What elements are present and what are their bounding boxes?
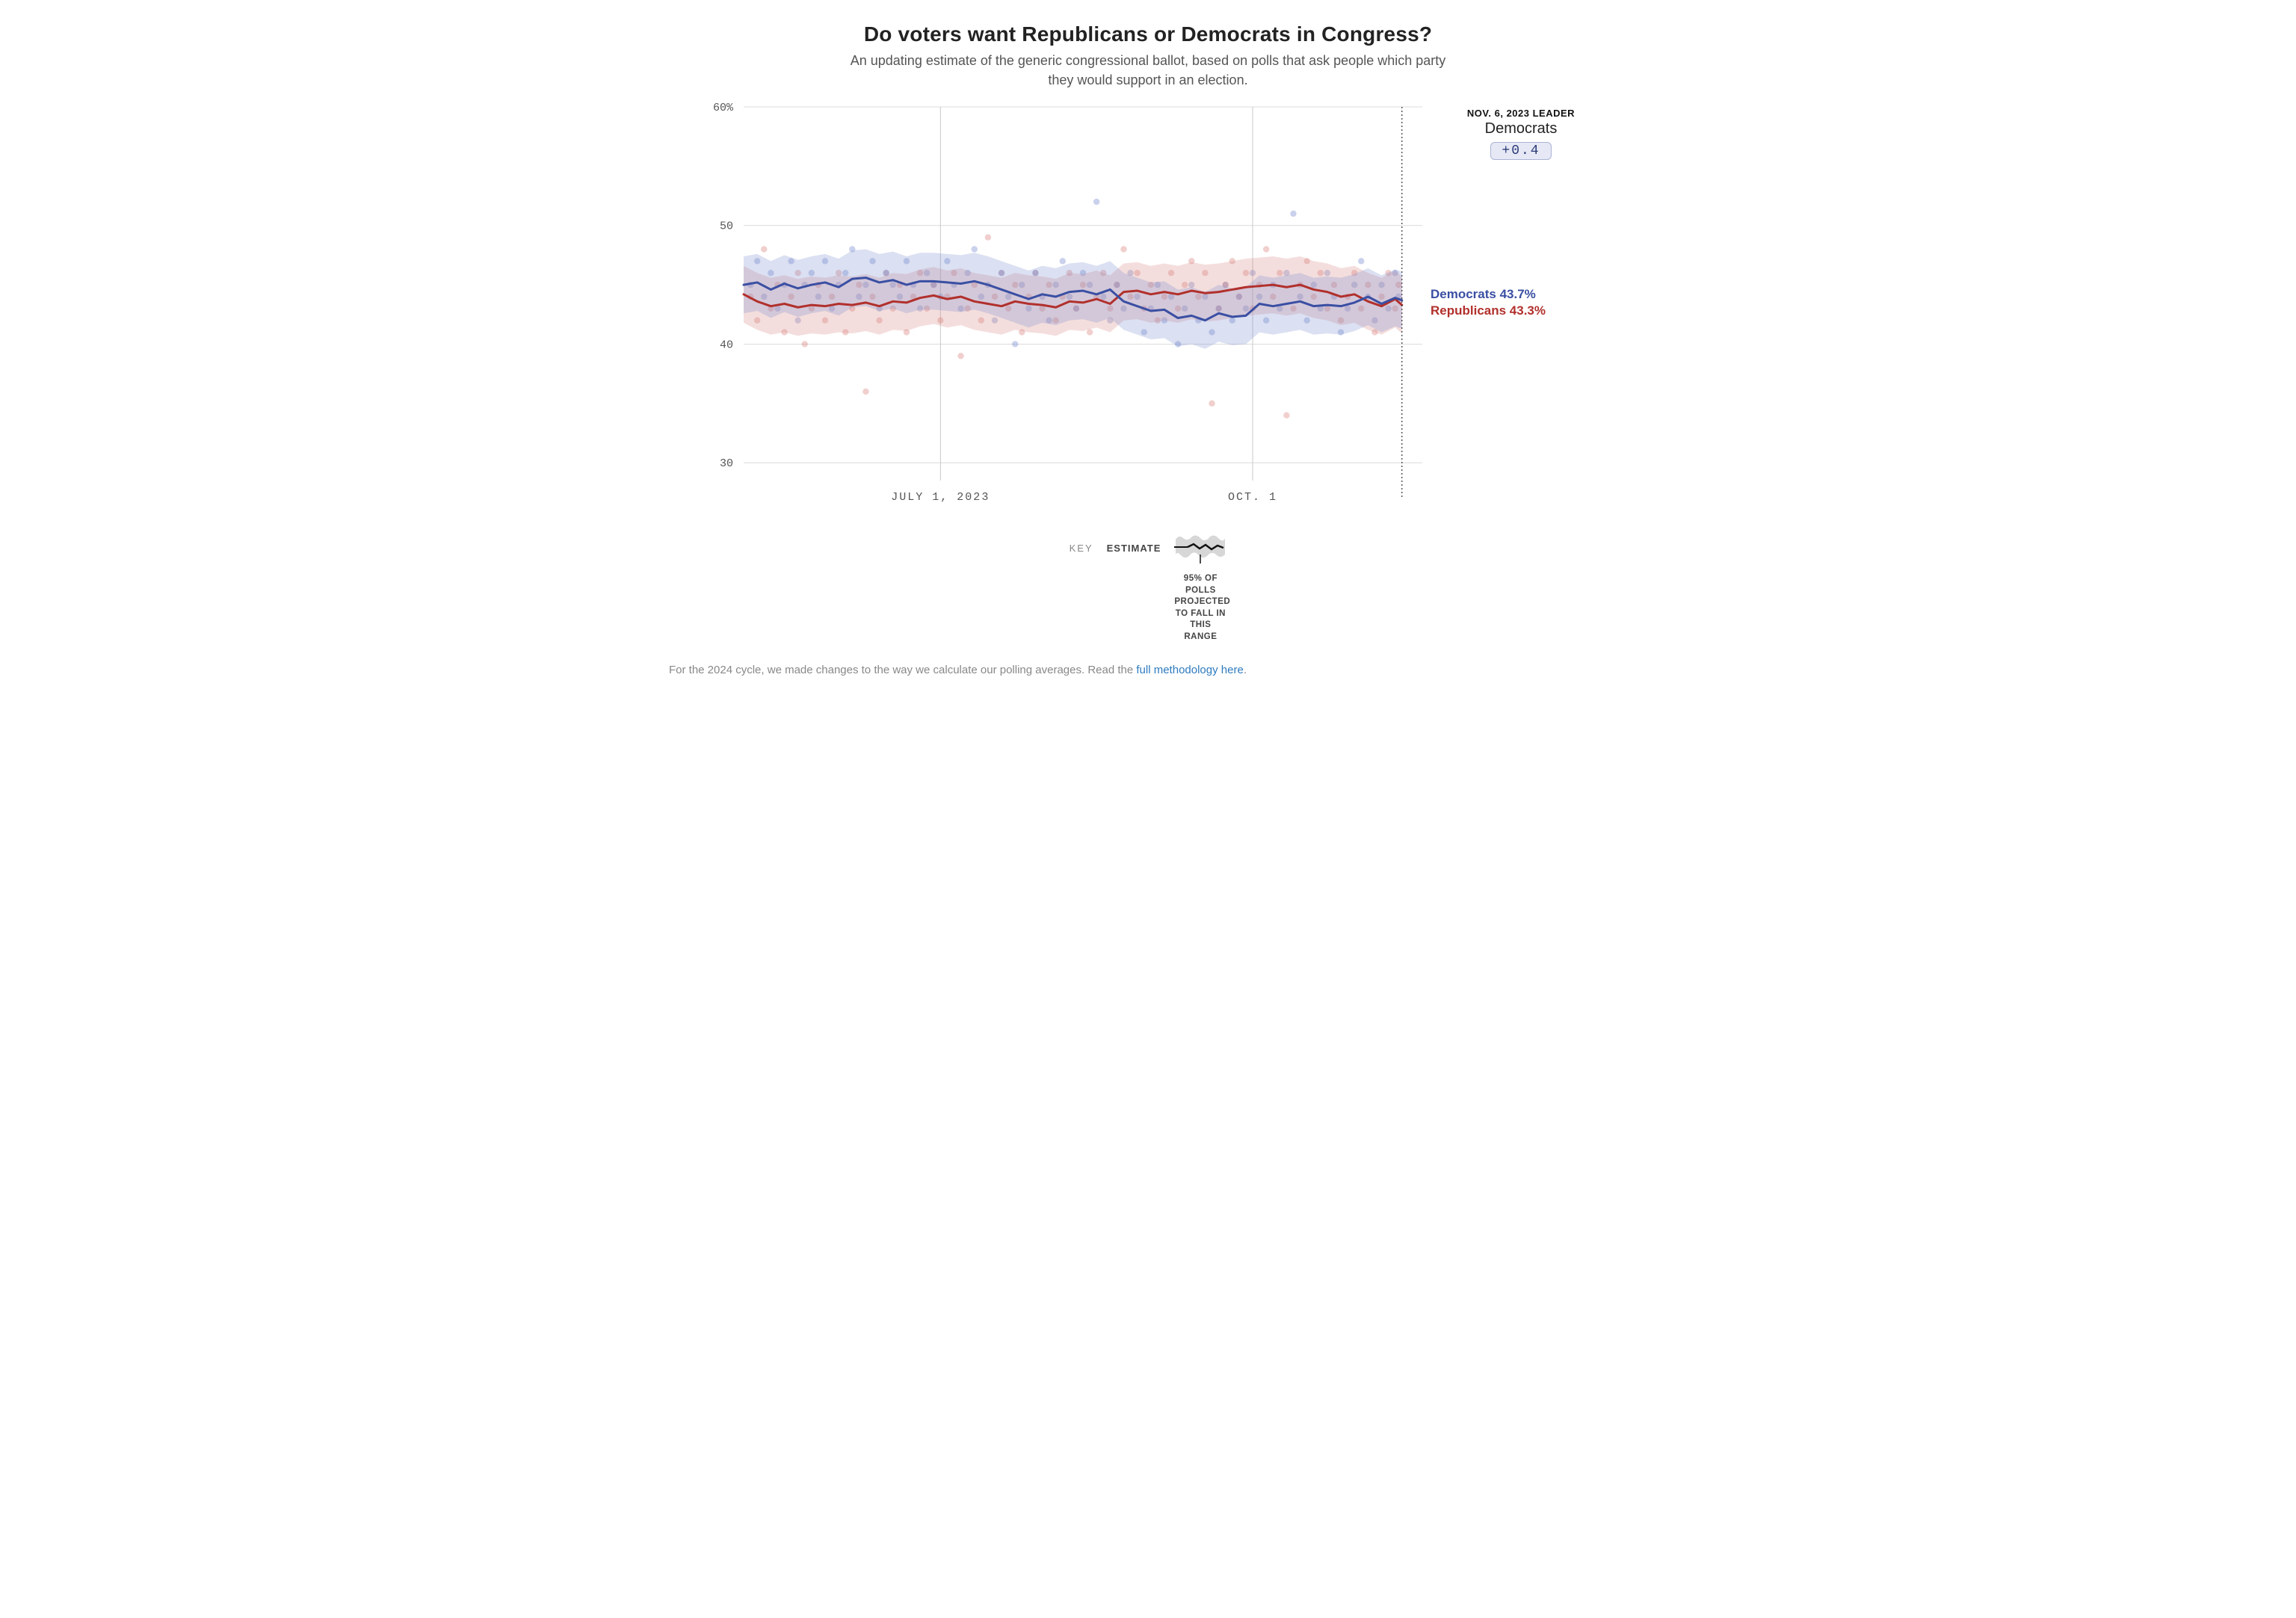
key-label: KEY [1070,532,1093,554]
svg-text:50: 50 [720,220,733,233]
svg-text:40: 40 [720,339,733,352]
svg-text:OCT. 1: OCT. 1 [1228,491,1277,504]
chart-subtitle: An updating estimate of the generic cong… [842,51,1454,90]
chart-title: Do voters want Republicans or Democrats … [669,22,1627,46]
chart-container: 30405060%JULY 1, 2023OCT. 1 NOV. 6, 2023… [669,103,1627,522]
key-caption-1: 95% OF POLLS PROJECTED [1174,574,1230,606]
svg-text:60%: 60% [713,103,734,114]
methodology-link[interactable]: full methodology here [1136,664,1243,676]
key-estimate-label: ESTIMATE [1107,532,1161,554]
svg-text:JULY 1, 2023: JULY 1, 2023 [891,491,990,504]
poll-chart[interactable]: 30 40 50 60% JULY 1, 2023 OCT. 1 [669,103,1627,522]
chart-key: KEY ESTIMATE 95% OF POLLS PROJECTED TO F… [669,532,1627,643]
key-graphic: 95% OF POLLS PROJECTED TO FALL IN THIS R… [1174,532,1226,643]
footnote-before: For the 2024 cycle, we made changes to t… [669,664,1136,676]
svg-text:30: 30 [720,457,733,470]
footnote-after: . [1244,664,1247,676]
key-caption-2: TO FALL IN THIS RANGE [1176,609,1226,641]
footnote: For the 2024 cycle, we made changes to t… [669,664,1627,676]
